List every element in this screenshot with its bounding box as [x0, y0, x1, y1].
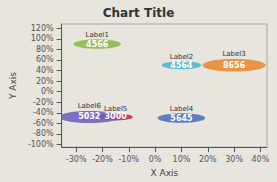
svg-text:-10%: -10%: [118, 155, 139, 164]
svg-text:Label3: Label3: [222, 50, 245, 58]
svg-text:Label1: Label1: [86, 31, 109, 39]
svg-text:4564: 4564: [170, 61, 193, 70]
svg-text:X Axis: X Axis: [150, 168, 178, 178]
svg-text:120%: 120%: [31, 24, 54, 33]
svg-text:-60%: -60%: [33, 119, 54, 128]
svg-text:20%: 20%: [199, 155, 217, 164]
svg-text:5645: 5645: [170, 114, 193, 123]
svg-text:-80%: -80%: [33, 129, 54, 138]
svg-text:8656: 8656: [223, 61, 246, 70]
svg-text:40%: 40%: [252, 155, 270, 164]
svg-text:Label5: Label5: [104, 105, 127, 113]
svg-text:4566: 4566: [86, 40, 109, 49]
svg-text:-40%: -40%: [33, 108, 54, 117]
svg-text:Label2: Label2: [170, 53, 193, 61]
svg-text:100%: 100%: [31, 34, 54, 43]
svg-text:5032: 5032: [78, 112, 100, 121]
svg-text:Chart Title: Chart Title: [103, 6, 175, 20]
svg-text:Y Axis: Y Axis: [8, 72, 18, 100]
svg-text:80%: 80%: [36, 45, 54, 54]
svg-text:Label4: Label4: [170, 105, 194, 113]
svg-text:Label6: Label6: [78, 102, 102, 110]
svg-text:20%: 20%: [36, 77, 54, 86]
svg-text:10%: 10%: [173, 155, 191, 164]
svg-text:-20%: -20%: [33, 98, 54, 107]
svg-text:-100%: -100%: [28, 140, 54, 149]
svg-text:40%: 40%: [36, 66, 54, 75]
svg-text:-30%: -30%: [66, 155, 87, 164]
svg-text:-20%: -20%: [92, 155, 113, 164]
svg-text:60%: 60%: [36, 55, 54, 64]
svg-text:3000: 3000: [104, 112, 127, 121]
svg-text:0%: 0%: [149, 155, 162, 164]
svg-text:30%: 30%: [225, 155, 243, 164]
svg-text:0%: 0%: [41, 87, 54, 96]
